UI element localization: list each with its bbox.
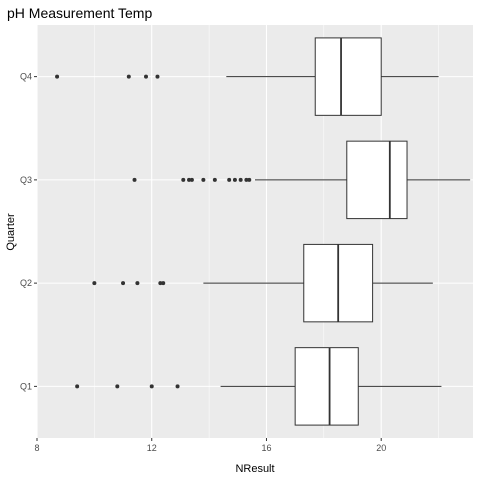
y-tick-label: Q3 xyxy=(20,175,32,185)
plot-panel xyxy=(37,25,473,438)
y-axis-title: Quarter xyxy=(5,213,17,251)
chart-title: pH Measurement Temp xyxy=(7,5,152,21)
x-axis-ticks: 8 12 16 20 xyxy=(34,438,386,453)
outlier-point xyxy=(158,281,163,286)
outlier-point xyxy=(155,74,160,79)
outlier-point xyxy=(75,384,80,389)
y-tick-label: Q4 xyxy=(20,72,32,82)
box-q3 xyxy=(132,140,471,220)
interquartile-box xyxy=(314,37,382,116)
outlier-point xyxy=(161,281,166,286)
box-q1 xyxy=(75,347,442,426)
outlier-point xyxy=(92,281,97,286)
outlier-point xyxy=(227,177,232,182)
x-tick-label: 12 xyxy=(147,443,157,453)
outlier-point xyxy=(187,177,192,182)
outlier-point xyxy=(115,384,120,389)
outlier-point xyxy=(189,177,194,182)
y-axis-ticks: Q1 Q2 Q3 Q4 xyxy=(20,72,37,391)
interquartile-box xyxy=(346,140,408,220)
outlier-point xyxy=(244,177,249,182)
outlier-point xyxy=(135,281,140,286)
interquartile-box xyxy=(294,347,359,426)
outlier-point xyxy=(181,177,186,182)
y-tick-label: Q2 xyxy=(20,278,32,288)
outlier-point xyxy=(247,177,252,182)
outlier-point xyxy=(132,177,137,182)
outlier-point xyxy=(212,177,217,182)
outlier-point xyxy=(201,177,206,182)
box-series xyxy=(55,37,471,426)
outlier-point xyxy=(149,384,154,389)
outlier-point xyxy=(238,177,243,182)
outlier-point xyxy=(232,177,237,182)
box-q4 xyxy=(55,37,439,116)
x-axis-title: NResult xyxy=(235,463,274,475)
x-tick-label: 8 xyxy=(34,443,39,453)
outlier-point xyxy=(121,281,126,286)
y-tick-label: Q1 xyxy=(20,381,32,391)
box-q2 xyxy=(92,243,433,323)
x-tick-label: 16 xyxy=(261,443,271,453)
outlier-point xyxy=(144,74,148,79)
outlier-point xyxy=(55,74,60,79)
outlier-point xyxy=(175,384,180,389)
x-tick-label: 20 xyxy=(376,443,386,453)
outlier-point xyxy=(126,74,131,79)
